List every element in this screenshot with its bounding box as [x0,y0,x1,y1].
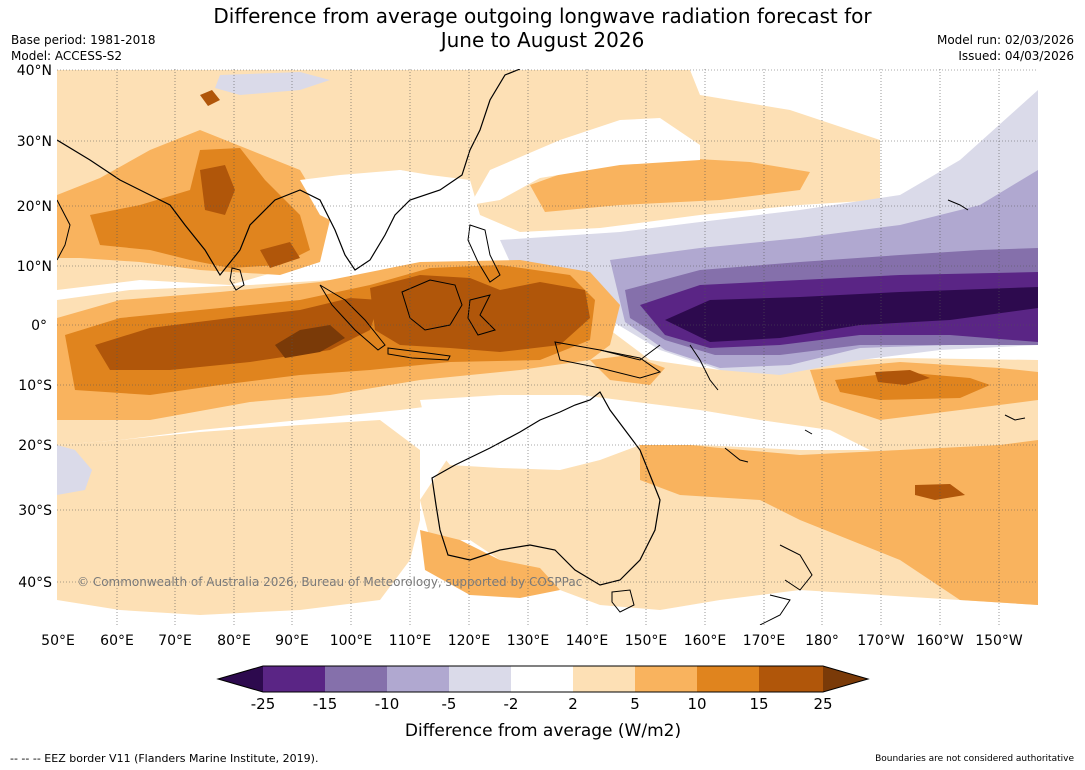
colorbar-segment [449,666,511,692]
copyright-notice: © Commonwealth of Australia 2026, Bureau… [77,575,582,589]
lon-label: 70°E [158,633,192,649]
colorbar-tick: 25 [813,695,832,713]
lon-label: 180° [805,633,839,649]
lon-label: 90°E [275,633,309,649]
colorbar-segment [325,666,387,692]
anomaly-region [875,370,930,385]
sri-lanka-outline [229,267,245,291]
anomaly-region [835,372,990,400]
issued-date: Issued: 04/03/2026 [958,49,1074,63]
lon-label: 80°E [217,633,251,649]
lat-label: 30°N [17,134,52,150]
lat-label: 10°S [18,378,52,394]
colorbar-segment [387,666,449,692]
run-info: Model run: 02/03/2026 Issued: 04/03/2026 [937,32,1074,64]
lon-label: 140°E [566,633,609,649]
anomaly-region [275,325,345,358]
anomaly-region [200,90,220,106]
model-run-date: Model run: 02/03/2026 [936,33,1074,47]
anomaly-region [420,530,560,598]
colorbar-segment [573,666,635,692]
eez-legend: -- -- -- EEZ border V11 (Flanders Marine… [10,752,319,765]
model-info: Base period: 1981-2018 Model: ACCESS-S2 [11,32,156,64]
lon-label: 150°W [975,633,1023,649]
anomaly-region [300,170,470,240]
asia-coastline [57,69,521,277]
model-name: Model: ACCESS-S2 [11,49,123,63]
lon-label: 110°E [389,633,432,649]
anomaly-region [470,118,700,205]
lon-label: 160°W [916,633,964,649]
lat-label: 10°N [17,259,52,275]
lat-label: 40°N [17,63,52,79]
colorbar-segment-extend-low [218,666,263,692]
java-outline [387,347,451,361]
anomaly-region [57,445,92,495]
base-period: Base period: 1981-2018 [11,33,156,47]
anomaly-field: © Commonwealth of Australia 2026, Bureau… [57,69,1038,625]
anomaly-region [640,440,1038,605]
lon-label: 130°E [507,633,550,649]
colorbar-segment [635,666,697,692]
lon-label: 50°E [41,633,75,649]
colorbar-tick: -10 [375,695,400,713]
lat-label: 20°N [17,199,52,215]
colorbar: -25 -15 -10 -5 -2 2 5 10 15 25 Differenc… [216,665,870,741]
colorbar-segment [263,666,325,692]
anomaly-region [260,242,300,268]
lon-label: 100°E [330,633,373,649]
colorbar-tick: -25 [251,695,276,713]
colorbar-tick: -2 [504,695,519,713]
new-zealand-outline [759,544,813,625]
anomaly-region [57,420,420,615]
colorbar-tick: 10 [687,695,706,713]
africa-coastline [57,199,71,261]
anomaly-region [665,287,1038,342]
latitude-labels: 40°N 30°N 20°N 10°N 0° 10°S 20°S 30°S 40… [17,63,52,591]
map-title: Difference from average outgoing longwav… [0,4,1085,52]
lon-label: 170°W [857,633,905,649]
colorbar-title: Difference from average (W/m2) [405,721,681,741]
colorbar-segment [759,666,823,692]
lat-label: 40°S [18,575,52,591]
philippines-outline [467,224,501,283]
colorbar-tick: 5 [630,695,640,713]
longitude-labels: 50°E 60°E 70°E 80°E 90°E 100°E 110°E 120… [41,633,1023,649]
colorbar-segment [511,666,573,692]
lon-label: 60°E [100,633,134,649]
colorbar-segment-extend-high [823,666,868,692]
lat-label: 20°S [18,438,52,454]
sumatra-outline [319,284,386,351]
lat-label: 0° [31,318,47,334]
borneo-outline [401,279,463,331]
anomaly-region [90,148,310,268]
lon-label: 160°E [684,633,727,649]
title-line-2: June to August 2026 [440,28,645,52]
sulawesi-outline [467,294,496,336]
tasmania-outline [611,589,635,613]
lon-label: 150°E [625,633,668,649]
title-line-1: Difference from average outgoing longwav… [213,4,872,28]
anomaly-region [215,72,330,95]
colorbar-segment [697,666,759,692]
boundaries-disclaimer: Boundaries are not considered authoritat… [875,754,1074,764]
colorbar-border [216,665,870,693]
colorbar-tick: -5 [442,695,457,713]
lon-label: 170°E [743,633,786,649]
lat-label: 30°S [18,503,52,519]
anomaly-region [530,158,810,212]
anomaly-region [200,165,235,215]
colorbar-tick: -15 [313,695,338,713]
lon-label: 120°E [448,633,491,649]
anomaly-region [370,275,590,352]
colorbar-tick: 15 [749,695,768,713]
colorbar-tick: 2 [568,695,578,713]
australia-outline [431,391,661,586]
anomaly-region [420,395,870,470]
